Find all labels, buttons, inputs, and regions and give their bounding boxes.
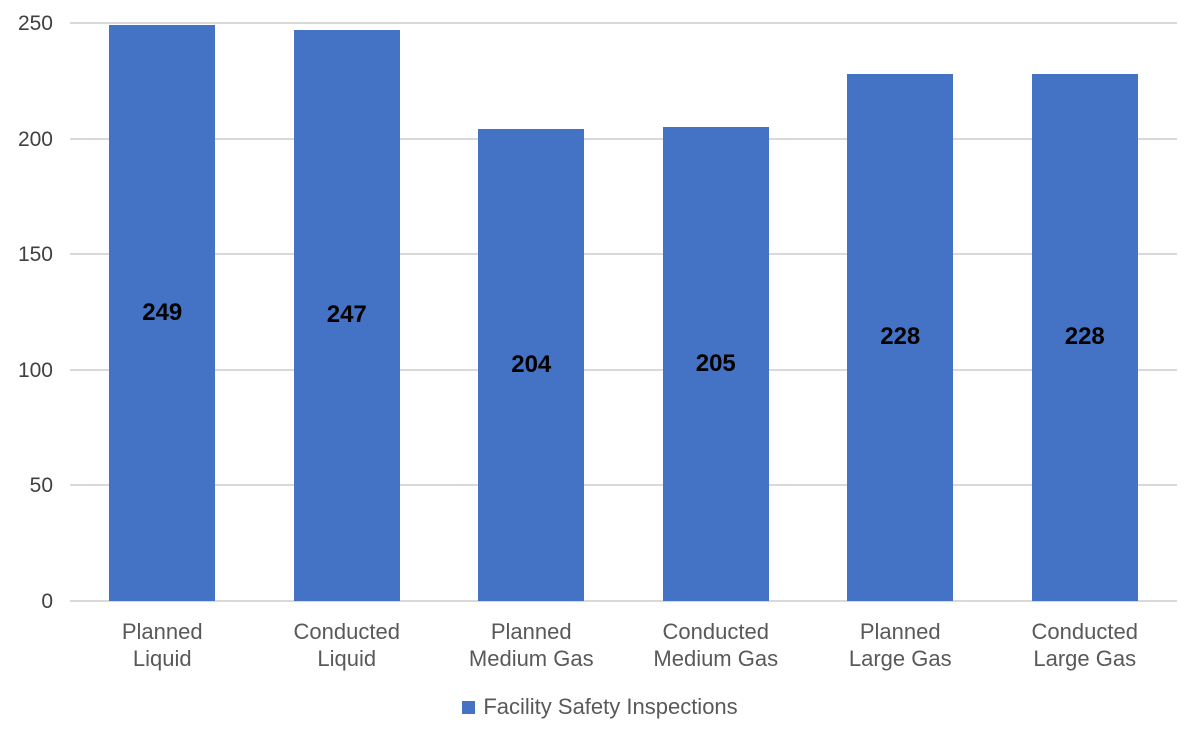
bar-data-label-5: 228 <box>1064 323 1105 351</box>
gridline-150 <box>70 253 1177 256</box>
legend-label: Facility Safety Inspections <box>483 694 738 719</box>
x-axis-category-label-0: Planned Liquid <box>121 619 203 671</box>
x-axis-category-label-2: Planned Medium Gas <box>468 619 594 671</box>
gridline-200 <box>70 137 1177 140</box>
x-axis-category-label-4: Planned Large Gas <box>848 619 952 671</box>
y-axis-tick-label: 200 <box>17 127 53 151</box>
legend: Facility Safety Inspections <box>0 696 1200 718</box>
x-axis-category-label-1: Conducted Liquid <box>293 619 400 671</box>
gridline-50 <box>70 484 1177 487</box>
gridline-250 <box>70 22 1177 24</box>
legend-swatch-icon <box>462 700 476 714</box>
y-axis-tick-label: 0 <box>41 590 53 613</box>
x-axis-category-label-5: Conducted Large Gas <box>1031 619 1138 671</box>
bar-data-label-4: 228 <box>880 323 921 351</box>
y-axis-tick-label: 50 <box>29 474 53 498</box>
y-axis-tick-label: 100 <box>17 358 53 382</box>
x-axis-category-label-3: Conducted Medium Gas <box>653 619 779 671</box>
bar-5 <box>1031 73 1138 601</box>
gridline-100 <box>70 368 1177 371</box>
y-axis-tick-label: 150 <box>17 243 53 267</box>
bar-data-label-0: 249 <box>142 299 183 327</box>
bar-3 <box>662 127 769 601</box>
y-axis-tick-label: 250 <box>17 12 53 35</box>
bar-0 <box>109 25 216 601</box>
x-axis-line <box>70 600 1177 602</box>
bar-1 <box>293 29 400 601</box>
bar-data-label-1: 247 <box>326 301 367 329</box>
bar-data-label-2: 204 <box>511 351 552 379</box>
bar-2 <box>478 129 585 601</box>
bar-data-label-3: 205 <box>695 350 736 378</box>
bar-4 <box>847 73 954 601</box>
